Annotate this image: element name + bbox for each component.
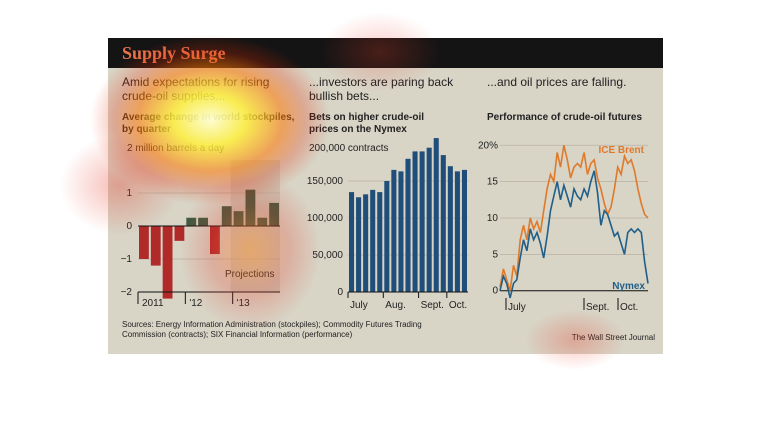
series-label-brent: ICE Brent (598, 145, 644, 156)
y-tick-label: 10 (487, 213, 499, 224)
y-tick-label: 20% (478, 140, 498, 151)
series-label-nymex: Nymex (612, 281, 645, 292)
performance-chart: 0 5 10 15 20% ICE Brent Nymex July Sept. Oct. (478, 140, 649, 313)
sources-note: Sources: Energy Information Administrati… (122, 320, 422, 339)
credit: The Wall Street Journal (571, 333, 655, 342)
y-tick-label: 0 (492, 286, 498, 297)
x-tick-label: July (508, 302, 526, 313)
x-tick-label: Oct. (620, 302, 638, 313)
x-tick-label: Sept. (586, 302, 609, 313)
y-tick-label: 15 (487, 177, 499, 188)
chart-figure: Supply Surge Amid expectations for risin… (108, 38, 663, 354)
y-tick-label: 5 (492, 249, 498, 260)
